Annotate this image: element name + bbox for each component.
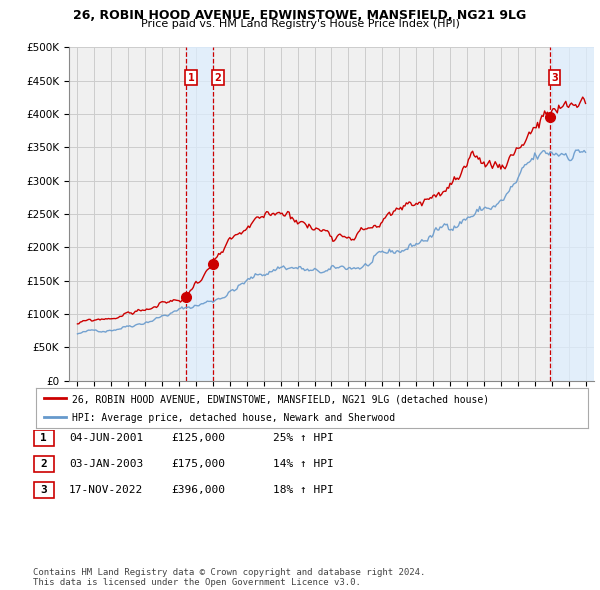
Text: HPI: Average price, detached house, Newark and Sherwood: HPI: Average price, detached house, Newa… xyxy=(72,413,395,423)
Text: 3: 3 xyxy=(551,73,558,83)
Text: Contains HM Land Registry data © Crown copyright and database right 2024.
This d: Contains HM Land Registry data © Crown c… xyxy=(33,568,425,587)
Text: 25% ↑ HPI: 25% ↑ HPI xyxy=(273,434,334,443)
FancyBboxPatch shape xyxy=(34,483,53,498)
Text: 3: 3 xyxy=(40,486,47,495)
Text: £125,000: £125,000 xyxy=(171,434,225,443)
Text: 03-JAN-2003: 03-JAN-2003 xyxy=(69,460,143,469)
FancyBboxPatch shape xyxy=(34,457,53,472)
Text: 1: 1 xyxy=(40,434,47,443)
Text: Price paid vs. HM Land Registry's House Price Index (HPI): Price paid vs. HM Land Registry's House … xyxy=(140,19,460,29)
Text: 26, ROBIN HOOD AVENUE, EDWINSTOWE, MANSFIELD, NG21 9LG (detached house): 26, ROBIN HOOD AVENUE, EDWINSTOWE, MANSF… xyxy=(72,395,489,405)
Text: £396,000: £396,000 xyxy=(171,486,225,495)
Text: 26, ROBIN HOOD AVENUE, EDWINSTOWE, MANSFIELD, NG21 9LG: 26, ROBIN HOOD AVENUE, EDWINSTOWE, MANSF… xyxy=(73,9,527,22)
Text: 14% ↑ HPI: 14% ↑ HPI xyxy=(273,460,334,469)
Text: 18% ↑ HPI: 18% ↑ HPI xyxy=(273,486,334,495)
Text: 04-JUN-2001: 04-JUN-2001 xyxy=(69,434,143,443)
Text: 17-NOV-2022: 17-NOV-2022 xyxy=(69,486,143,495)
FancyBboxPatch shape xyxy=(34,431,53,447)
Text: 1: 1 xyxy=(188,73,194,83)
Bar xyxy=(550,47,594,381)
Text: 2: 2 xyxy=(214,73,221,83)
Text: 2: 2 xyxy=(40,460,47,469)
Bar xyxy=(186,47,213,381)
Text: £175,000: £175,000 xyxy=(171,460,225,469)
